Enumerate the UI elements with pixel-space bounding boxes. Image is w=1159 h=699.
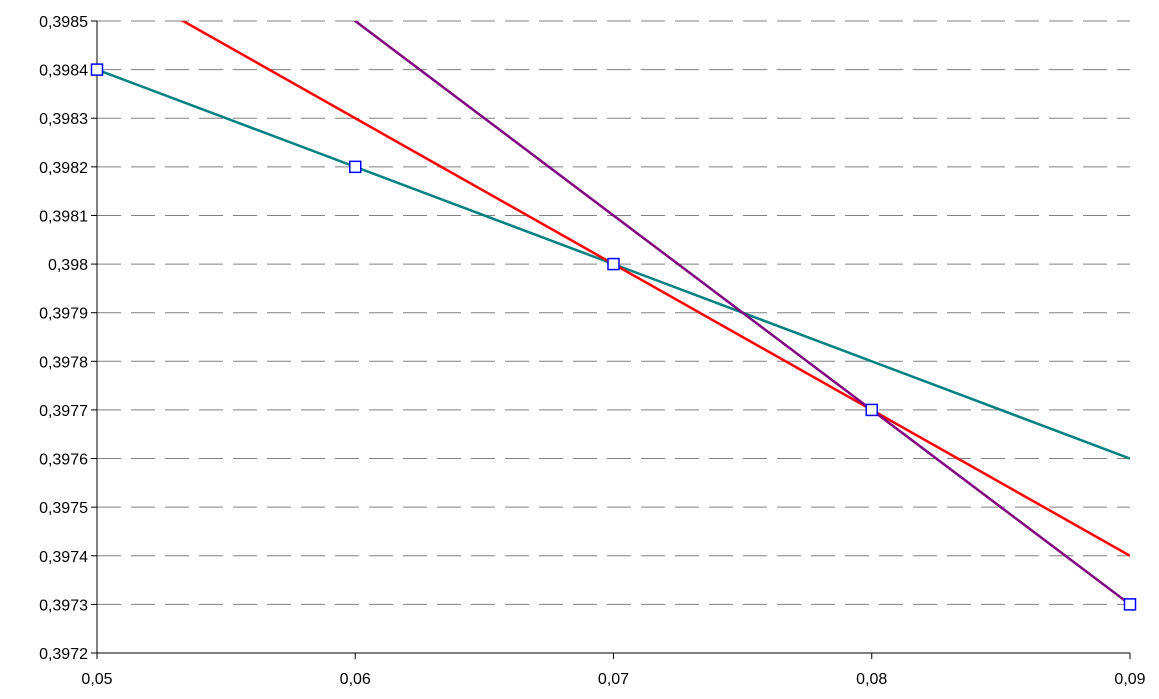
y-tick-label: 0,3976 bbox=[39, 452, 88, 469]
y-tick-label: 0,3974 bbox=[39, 549, 88, 566]
y-tick-label: 0,3985 bbox=[39, 14, 88, 31]
data-point-marker bbox=[1123, 598, 1137, 611]
x-tick-label: 0,06 bbox=[340, 671, 371, 688]
y-tick-label: 0,398 bbox=[48, 257, 88, 274]
x-axis-tick-labels: 0,05 0,06 0,07 0,08 0,09 bbox=[81, 671, 1145, 688]
x-tick-label: 0,09 bbox=[1114, 671, 1145, 688]
y-tick-label: 0,3978 bbox=[39, 354, 88, 371]
data-point-marker bbox=[90, 63, 104, 76]
gridlines bbox=[97, 20, 1130, 605]
x-tick-label: 0,07 bbox=[598, 671, 629, 688]
y-tick-label: 0,3979 bbox=[39, 306, 88, 323]
y-tick-label: 0,3984 bbox=[39, 63, 88, 80]
y-tick-label: 0,3975 bbox=[39, 500, 88, 517]
marker-layer bbox=[90, 63, 1137, 611]
y-tick-label: 0,3983 bbox=[39, 111, 88, 128]
data-point-marker bbox=[865, 403, 878, 417]
y-tick-label: 0,3982 bbox=[39, 160, 88, 177]
y-tick-label: 0,3977 bbox=[39, 403, 88, 420]
series-line-2 bbox=[353, 21, 1130, 606]
series-line-1 bbox=[180, 21, 1130, 557]
data-point-marker bbox=[607, 257, 620, 271]
series-layer bbox=[97, 21, 1130, 606]
y-tick-label: 0,3973 bbox=[39, 597, 88, 614]
y-axis-tick-labels: 0,3972 0,3973 0,3974 0,3975 0,3976 0,3977 0,39… bbox=[39, 14, 88, 663]
x-tick-label: 0,05 bbox=[81, 671, 112, 688]
y-tick-label: 0,3981 bbox=[39, 208, 88, 225]
x-tick-label: 0,08 bbox=[856, 671, 887, 688]
y-tick-label: 0,3972 bbox=[39, 646, 88, 663]
axes bbox=[91, 20, 1131, 659]
data-point-marker bbox=[349, 160, 362, 174]
